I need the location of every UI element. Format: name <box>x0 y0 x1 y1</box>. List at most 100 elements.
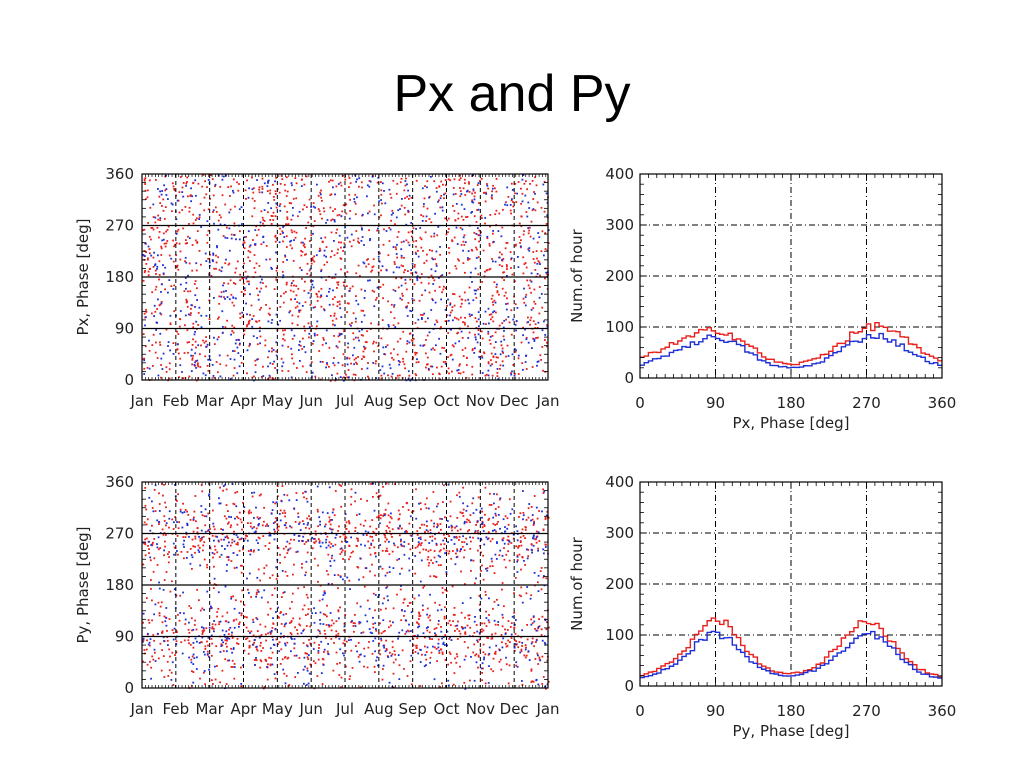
red-point <box>183 352 186 354</box>
red-point <box>459 227 462 229</box>
red-point <box>422 548 425 551</box>
red-point <box>465 377 468 379</box>
blue-point <box>493 529 496 531</box>
blue-point <box>167 644 169 646</box>
red-point <box>233 282 235 284</box>
red-point <box>158 195 161 198</box>
red-point <box>326 615 328 618</box>
blue-point <box>480 507 483 510</box>
red-point <box>259 644 262 647</box>
blue-point <box>270 512 273 515</box>
red-point <box>186 341 189 344</box>
red-point <box>268 531 271 534</box>
red-point <box>149 660 151 663</box>
blue-point <box>263 209 266 211</box>
blue-point <box>221 310 224 313</box>
red-point <box>494 653 497 655</box>
red-point <box>444 589 447 591</box>
red-point <box>406 195 408 198</box>
red-point <box>318 599 321 602</box>
red-point <box>147 270 150 273</box>
red-point <box>306 262 309 265</box>
red-point <box>169 322 172 325</box>
red-point <box>310 262 313 265</box>
red-point <box>454 219 457 221</box>
red-point <box>420 508 422 511</box>
blue-point <box>152 203 155 206</box>
blue-point <box>194 294 197 297</box>
red-point <box>213 267 216 270</box>
blue-point <box>359 605 362 608</box>
red-point <box>354 202 357 205</box>
red-point <box>530 543 533 546</box>
blue-point <box>478 609 481 611</box>
blue-point <box>532 535 535 538</box>
red-point <box>444 606 446 609</box>
red-point <box>381 567 384 570</box>
red-point <box>352 625 355 627</box>
blue-point <box>400 585 402 587</box>
red-point <box>294 676 297 678</box>
blue-point <box>485 567 487 570</box>
blue-point <box>246 577 248 580</box>
red-point <box>144 345 147 348</box>
red-point <box>292 573 294 576</box>
red-point <box>352 622 355 624</box>
red-point <box>425 352 427 355</box>
red-point <box>416 622 419 624</box>
red-point <box>388 240 391 242</box>
red-point <box>188 206 191 209</box>
blue-point <box>539 263 541 265</box>
red-point <box>360 288 363 291</box>
red-point <box>386 585 389 588</box>
red-point <box>181 209 184 211</box>
red-point <box>402 265 404 268</box>
red-point <box>225 620 228 623</box>
red-point <box>390 352 392 355</box>
red-point <box>172 631 175 634</box>
blue-point <box>404 619 407 622</box>
blue-point <box>325 538 328 541</box>
red-point <box>428 614 431 617</box>
red-point <box>541 683 544 685</box>
red-point <box>274 367 276 369</box>
blue-point <box>527 227 530 229</box>
red-point <box>211 627 214 630</box>
red-point <box>289 622 291 624</box>
blue-point <box>360 240 363 242</box>
red-point <box>451 529 453 532</box>
red-point <box>303 325 306 328</box>
red-point <box>465 537 468 540</box>
blue-point <box>363 314 366 317</box>
red-point <box>364 347 367 349</box>
red-point <box>286 218 289 220</box>
red-point <box>481 672 483 674</box>
blue-point <box>297 672 299 674</box>
blue-point <box>473 289 476 292</box>
blue-point <box>540 293 543 295</box>
red-point <box>276 527 279 530</box>
red-point <box>196 588 198 591</box>
red-point <box>310 234 313 237</box>
red-point <box>540 567 543 569</box>
red-point <box>170 285 173 287</box>
red-point <box>168 526 170 529</box>
red-point <box>429 619 432 622</box>
red-point <box>316 675 319 677</box>
blue-point <box>200 505 203 507</box>
red-point <box>190 607 192 609</box>
red-point <box>467 646 469 649</box>
blue-point <box>301 241 304 244</box>
blue-point <box>262 375 265 377</box>
blue-point <box>154 603 157 606</box>
red-point <box>488 504 491 506</box>
blue-point <box>192 518 195 521</box>
blue-point <box>492 529 494 532</box>
blue-point <box>537 626 540 628</box>
red-point <box>304 329 306 332</box>
red-point <box>284 570 287 573</box>
red-point <box>245 638 247 640</box>
red-point <box>427 550 430 553</box>
blue-point <box>185 531 188 534</box>
red-point <box>527 507 530 510</box>
